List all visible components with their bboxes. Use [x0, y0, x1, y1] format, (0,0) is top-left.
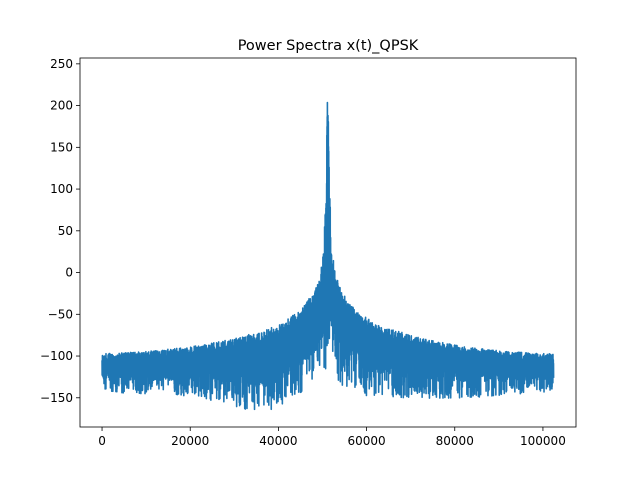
y-axis-ticks: −150 −100 −50 0 50 100 150 200 250	[40, 57, 80, 405]
axes-frame	[79, 57, 577, 428]
x-tick-label: 40000	[259, 434, 297, 448]
x-tick-label: 60000	[347, 434, 385, 448]
y-tick-label: 250	[50, 57, 73, 71]
x-axis-ticks: 0 20000 40000 60000 80000 100000	[98, 427, 566, 448]
y-tick-label: 200	[50, 99, 73, 113]
axes	[79, 57, 577, 428]
y-tick-label: 50	[58, 224, 73, 238]
y-tick-label: −100	[40, 349, 73, 363]
y-tick-label: 0	[65, 266, 73, 280]
x-tick-label: 0	[98, 434, 106, 448]
x-tick-label: 100000	[520, 434, 566, 448]
spectrum-line	[101, 101, 555, 411]
plot-area	[101, 101, 555, 411]
x-tick-label: 80000	[436, 434, 474, 448]
y-tick-label: −150	[40, 391, 73, 405]
y-tick-label: 150	[50, 140, 73, 154]
x-tick-label: 20000	[171, 434, 209, 448]
y-tick-label: 100	[50, 182, 73, 196]
chart-title: Power Spectra x(t)_QPSK	[238, 38, 419, 54]
y-tick-label: −50	[48, 307, 73, 321]
